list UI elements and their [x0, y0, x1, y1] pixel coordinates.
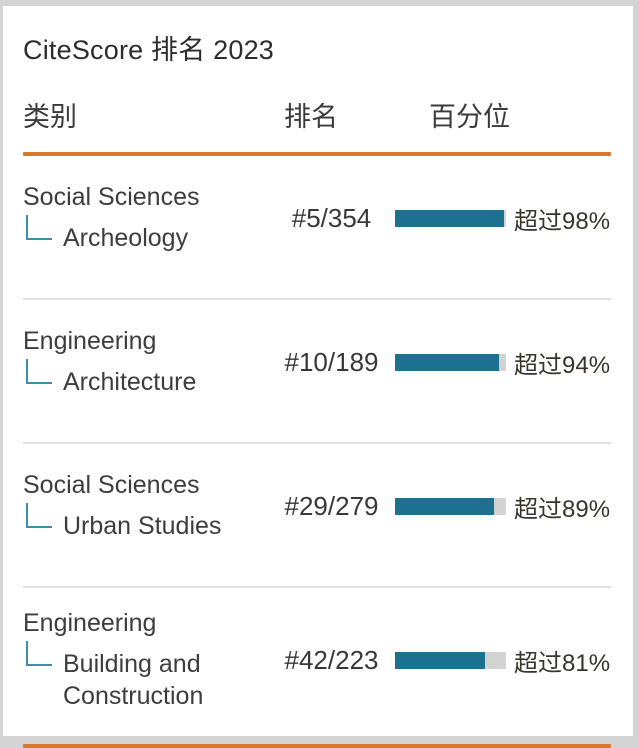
percentile-bar — [395, 209, 504, 227]
percentile-bar — [395, 651, 485, 669]
percentile-label: 超过94% — [514, 351, 611, 379]
percentile-bar — [395, 353, 500, 371]
percentile-bar-track — [395, 497, 506, 515]
citescore-rank-card: CiteScore 排名 2023 类别 排名 百分位 Social Scien… — [3, 6, 633, 748]
percentile-bar-track — [395, 209, 506, 227]
tree-branch-icon — [26, 503, 52, 528]
category-cell: Social Sciences Urban Studies — [23, 470, 268, 542]
category-cell: Engineering Architecture — [23, 326, 268, 398]
percentile-cell: 超过81% — [395, 643, 611, 678]
rank-value: #29/279 — [284, 490, 379, 521]
column-header-category: 类别 — [23, 102, 77, 132]
category-cell: Engineering Building and Construction — [23, 608, 268, 712]
table-row: Engineering Architecture #10/189 超过94% — [23, 298, 611, 442]
top-divider-rule — [23, 152, 611, 156]
subcategory-label: Urban Studies — [63, 512, 222, 540]
tree-branch-icon — [26, 215, 52, 240]
column-header-percentile: 百分位 — [429, 102, 510, 132]
percentile-bar-track — [395, 353, 506, 371]
percentile-label: 超过81% — [514, 649, 611, 677]
rank-value: #42/223 — [284, 644, 379, 675]
percentile-cell: 超过98% — [395, 201, 611, 236]
category-label: Engineering — [23, 609, 157, 637]
subcategory-label: Archeology — [63, 224, 189, 252]
percentile-bar-track — [395, 651, 506, 669]
column-header-rank: 排名 — [284, 102, 338, 132]
rank-value: #5/354 — [291, 202, 372, 233]
category-label: Engineering — [23, 327, 157, 355]
category-label: Social Sciences — [23, 471, 200, 499]
table-row: Engineering Building and Construction #4… — [23, 586, 611, 744]
percentile-cell: 超过89% — [395, 489, 611, 524]
percentile-cell: 超过94% — [395, 345, 611, 380]
subcategory-label: Architecture — [63, 368, 197, 396]
table-header-row: 类别 排名 百分位 — [23, 95, 611, 134]
category-label: Social Sciences — [23, 183, 200, 211]
percentile-label: 超过89% — [514, 495, 611, 523]
subcategory-label: Building and Construction — [63, 650, 204, 710]
table-row: Social Sciences Urban Studies #29/279 超过… — [23, 442, 611, 586]
percentile-label: 超过98% — [514, 207, 611, 235]
category-cell: Social Sciences Archeology — [23, 182, 268, 254]
percentile-bar — [395, 497, 494, 515]
bottom-divider-rule — [23, 744, 611, 748]
tree-branch-icon — [26, 641, 52, 666]
rank-value: #10/189 — [284, 346, 379, 377]
tree-branch-icon — [26, 359, 52, 384]
page-title: CiteScore 排名 2023 — [23, 35, 275, 65]
table-row: Social Sciences Archeology #5/354 超过98% — [23, 156, 611, 298]
